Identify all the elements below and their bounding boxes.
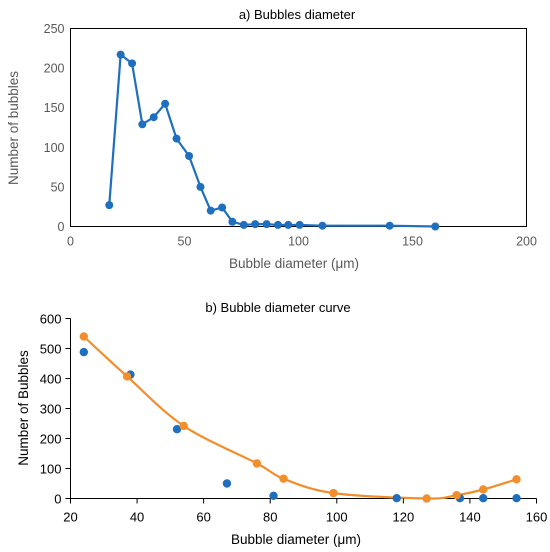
chart-a-data-point	[431, 222, 440, 231]
chart-a-data-point	[251, 220, 260, 229]
chart-a-x-tick-label: 50	[178, 235, 192, 249]
chart-b-x-axis-label: Bubble diameter (μm)	[231, 532, 361, 547]
chart-a-line-layer	[108, 53, 436, 228]
chart-b-y-tick-label: 100	[40, 462, 62, 477]
chart-a-y-tick-label: 0	[58, 220, 65, 234]
chart-a-data-point	[105, 201, 114, 210]
chart-b-y-tick-label: 300	[40, 402, 62, 417]
chart-b-title: b) Bubble diameter curve	[205, 300, 350, 315]
chart-a: a) Bubbles diameter 0 50 100 150 200 250 0 50 1…	[6, 7, 537, 271]
chart-b-x-tick-label: 120	[393, 510, 415, 525]
chart-b-fitted-point	[329, 488, 338, 498]
chart-a-data-point	[228, 217, 237, 226]
chart-a-x-tick-label: 100	[288, 235, 309, 249]
chart-b-measured-point	[79, 347, 89, 357]
chart-b-measured-point	[269, 491, 278, 500]
chart-a-data-point	[385, 221, 394, 230]
chart-b-fitted-point	[512, 475, 521, 484]
chart-b-y-tick-label: 200	[40, 432, 62, 447]
chart-b-y-tick-label: 600	[40, 312, 62, 327]
chart-b-marker-layer	[79, 332, 521, 503]
chart-b-y-tick-label: 0	[54, 492, 61, 507]
chart-a-y-axis-label: Number of bubbles	[6, 71, 21, 185]
chart-a-data-point	[161, 99, 170, 108]
chart-a-x-axis-label: Bubble diameter (μm)	[229, 256, 359, 271]
chart-a-x-tick-label: 150	[402, 235, 423, 249]
chart-a-data-point	[196, 182, 205, 191]
chart-a-y-ticks: 0 50 100 150 200 250	[44, 22, 65, 234]
chart-a-x-tick-label: 0	[67, 235, 74, 249]
chart-a-data-point	[295, 220, 304, 229]
chart-b-measured-point	[479, 494, 488, 503]
chart-a-data-point	[138, 120, 147, 129]
chart-b-fitted-point	[452, 491, 461, 500]
chart-b-x-tick-label: 140	[459, 510, 481, 525]
chart-b-x-tick-label: 100	[326, 510, 348, 525]
chart-a-series-line	[108, 53, 436, 228]
chart-a-data-point	[149, 113, 158, 122]
chart-b-line-layer	[83, 335, 517, 500]
chart-a-x-ticks: 0 50 100 150 200	[67, 235, 537, 249]
chart-b-fitted-point	[179, 421, 188, 431]
chart-a-data-point	[206, 206, 215, 215]
chart-a-data-point	[116, 50, 125, 59]
chart-a-data-point	[318, 221, 327, 230]
chart-a-y-tick-label: 100	[44, 141, 65, 155]
chart-b-fitted-point	[252, 459, 262, 468]
chart-a-data-point	[262, 220, 271, 229]
chart-b-fitted-point	[79, 332, 89, 341]
chart-b-y-ticks: 0 100 200 300 400 500 600	[40, 312, 71, 507]
chart-a-data-point	[128, 59, 137, 68]
chart-a-data-point	[273, 220, 282, 229]
chart-a-data-point	[185, 152, 194, 161]
chart-b-measured-point	[392, 494, 401, 503]
chart-b-x-tick-label: 40	[130, 510, 144, 525]
chart-a-title: a) Bubbles diameter	[239, 7, 356, 22]
chart-a-data-point	[284, 220, 293, 229]
chart-a-marker-layer	[105, 50, 440, 231]
chart-b-y-tick-label: 500	[40, 342, 62, 357]
chart-b-fit-curve	[83, 335, 517, 500]
chart-a-y-tick-label: 250	[44, 22, 65, 36]
chart-b-measured-point	[172, 425, 182, 434]
chart-a-data-point	[239, 220, 248, 229]
chart-b-y-axis-label: Number of Bubbles	[16, 350, 31, 466]
chart-b-fitted-point	[422, 494, 431, 503]
chart-b-y-tick-label: 400	[40, 372, 62, 387]
chart-a-data-point	[218, 203, 227, 212]
chart-b-axes	[70, 318, 537, 499]
chart-b: b) Bubble diameter curve 0 100 200 300 400 50…	[16, 300, 547, 547]
chart-a-y-tick-label: 150	[44, 101, 65, 115]
chart-a-x-tick-label: 200	[516, 235, 537, 249]
chart-b-fitted-point	[279, 474, 288, 483]
chart-b-measured-point	[512, 494, 521, 503]
chart-a-y-tick-label: 200	[44, 62, 65, 76]
chart-a-plot-frame	[70, 28, 527, 227]
chart-b-fitted-point	[122, 372, 132, 381]
chart-a-y-tick-label: 50	[51, 180, 65, 194]
chart-b-fitted-point	[479, 485, 488, 494]
chart-b-x-ticks: 20 40 60 80 100 120 140 160	[63, 498, 548, 525]
chart-b-x-tick-label: 60	[196, 510, 210, 525]
chart-b-x-tick-label: 80	[263, 510, 277, 525]
chart-b-x-tick-label: 160	[526, 510, 548, 525]
chart-b-x-tick-label: 20	[63, 510, 77, 525]
chart-a-data-point	[172, 134, 181, 143]
chart-b-measured-point	[222, 479, 232, 488]
